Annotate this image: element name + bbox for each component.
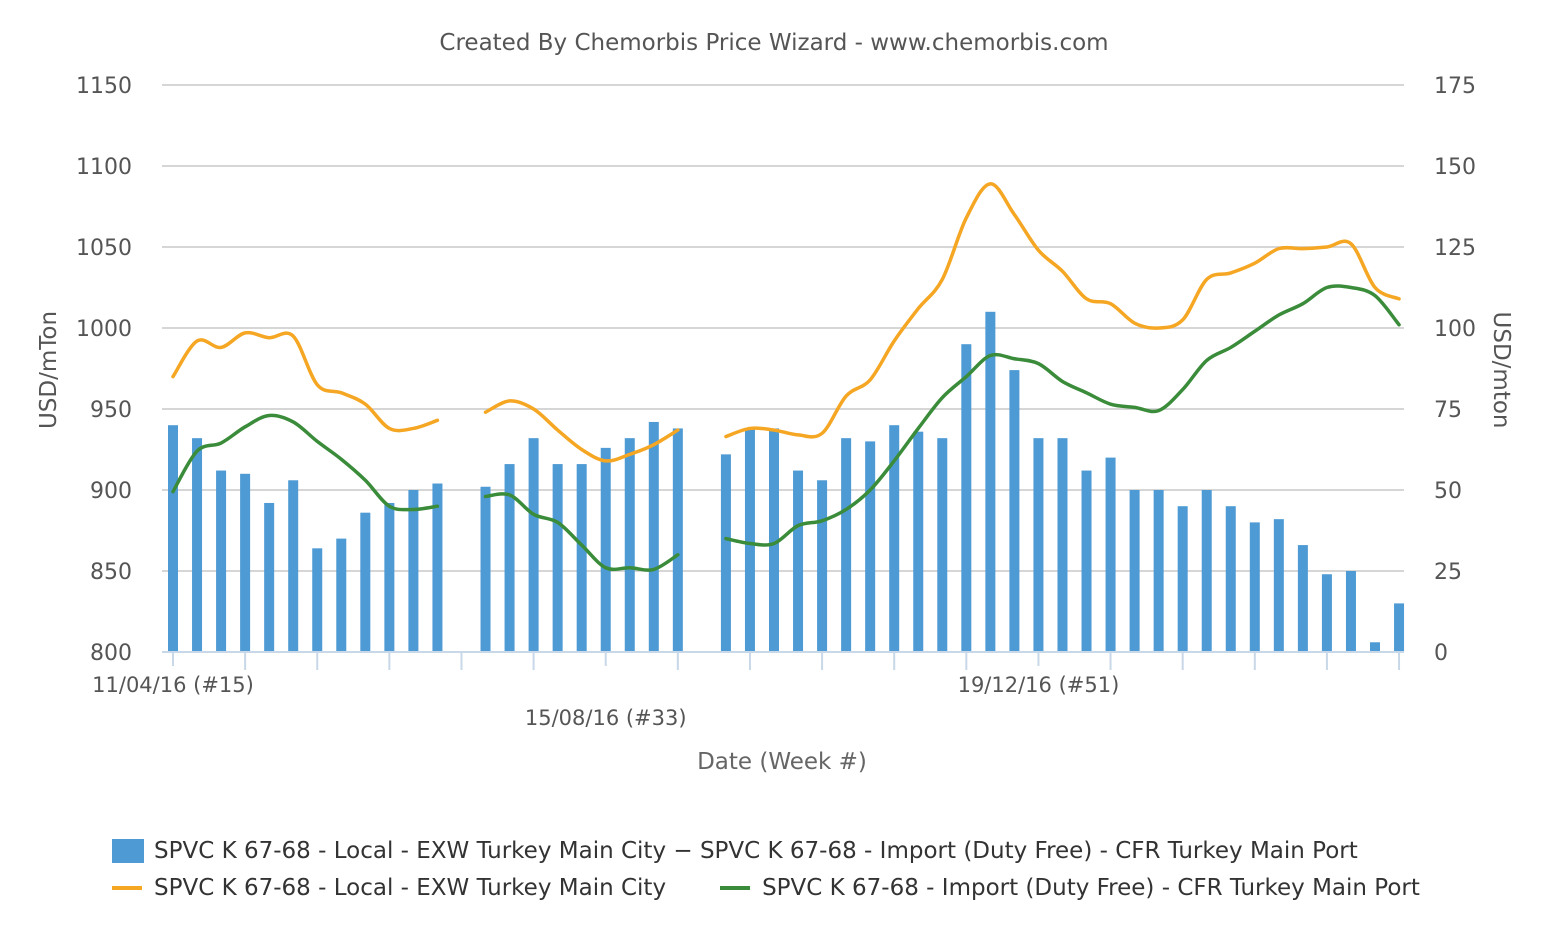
bar <box>336 538 347 652</box>
y-tick-left: 1150 <box>76 74 132 99</box>
bar <box>1129 490 1140 652</box>
line-import-cfr <box>724 284 1401 547</box>
bar <box>985 311 996 652</box>
y-axis-label-right: USD/mton <box>1488 312 1514 429</box>
bar <box>288 480 299 652</box>
chart-title: Created By Chemorbis Price Wizard - www.… <box>439 30 1108 56</box>
y-tick-left: 800 <box>90 641 132 666</box>
legend-item-import[interactable]: SPVC K 67-68 - Import (Duty Free) - CFR … <box>720 875 1420 901</box>
legend-item-local[interactable]: SPVC K 67-68 - Local - EXW Turkey Main C… <box>112 875 666 901</box>
bar <box>1297 545 1308 652</box>
y-tick-right: 100 <box>1434 317 1476 342</box>
bar <box>624 438 635 652</box>
x-tick-label: 11/04/16 (#15) <box>92 673 254 697</box>
bar <box>1081 470 1092 652</box>
bar <box>793 470 804 652</box>
legend: SPVC K 67-68 - Local - EXW Turkey Main C… <box>112 832 1532 906</box>
line-import-cfr <box>171 413 440 512</box>
bar <box>264 502 275 652</box>
bar <box>1225 506 1236 652</box>
bar <box>841 438 852 652</box>
y-tick-left: 850 <box>90 560 132 585</box>
bar <box>480 486 491 652</box>
x-tick-label: 15/08/16 (#33) <box>525 706 687 730</box>
line-local-exw <box>483 399 680 463</box>
bar <box>1249 522 1260 652</box>
bar <box>1273 519 1284 652</box>
y-tick-right: 50 <box>1434 479 1462 504</box>
x-axis-label: Date (Week #) <box>697 749 867 775</box>
bar <box>913 431 924 652</box>
line-local-exw <box>171 330 440 433</box>
bar <box>769 428 779 652</box>
bar <box>1201 490 1212 652</box>
y-tick-left: 1100 <box>76 155 132 180</box>
bar <box>1153 490 1164 652</box>
y-tick-right: 150 <box>1434 155 1476 180</box>
bar <box>600 447 611 652</box>
y-axis-label-left: USD/mTon <box>36 311 62 429</box>
line-import-cfr <box>483 492 680 572</box>
y-tick-right: 0 <box>1434 641 1448 666</box>
bar <box>432 483 443 652</box>
line-local-exw <box>724 182 1401 439</box>
bar <box>552 464 563 652</box>
bar <box>1009 370 1020 652</box>
bar <box>1345 571 1356 652</box>
bar <box>312 548 323 652</box>
legend-item-difference[interactable]: SPVC K 67-68 - Local - EXW Turkey Main C… <box>112 838 1358 864</box>
y-tick-right: 125 <box>1434 236 1476 261</box>
legend-swatch-local <box>112 885 142 890</box>
bar <box>865 441 876 652</box>
y-tick-right: 75 <box>1434 398 1462 423</box>
bar <box>384 502 395 652</box>
left-axis-ticks: 800 850 900 950 1000 1050 1100 1150 <box>76 74 132 666</box>
bar <box>817 480 828 652</box>
x-tick-label: 19/12/16 (#51) <box>958 673 1120 697</box>
x-axis: 11/04/16 (#15) 15/08/16 (#33) 19/12/16 (#5… <box>92 651 1404 730</box>
bar <box>360 512 371 652</box>
right-axis-ticks: 0 25 50 75 100 125 150 175 <box>1434 74 1476 666</box>
bar <box>937 438 948 652</box>
bar <box>672 428 683 652</box>
bar <box>1321 574 1332 652</box>
bar <box>1033 438 1044 652</box>
legend-swatch-difference <box>112 838 144 863</box>
bar <box>192 438 203 652</box>
bar-series <box>168 311 1405 652</box>
bar <box>504 464 515 652</box>
legend-label-import: SPVC K 67-68 - Import (Duty Free) - CFR … <box>762 874 1420 901</box>
bar <box>1057 438 1068 652</box>
bar <box>576 464 587 652</box>
y-tick-left: 950 <box>90 398 132 423</box>
bar <box>408 490 419 652</box>
bar <box>240 473 251 652</box>
legend-label-difference: SPVC K 67-68 - Local - EXW Turkey Main C… <box>154 837 1358 864</box>
grid-lines <box>162 84 1404 653</box>
bar <box>961 344 972 652</box>
bar <box>744 428 755 652</box>
y-tick-right: 175 <box>1434 74 1476 99</box>
bar <box>1177 506 1188 652</box>
bar <box>648 421 659 652</box>
bar <box>1370 642 1380 652</box>
bar <box>720 454 731 652</box>
legend-swatch-import <box>720 885 751 890</box>
y-tick-right: 25 <box>1434 560 1462 585</box>
y-tick-left: 1000 <box>76 317 132 342</box>
bar <box>168 425 178 652</box>
bar <box>889 425 900 652</box>
y-tick-left: 900 <box>90 479 132 504</box>
line-series <box>171 182 1401 572</box>
bar <box>528 438 539 652</box>
y-tick-left: 1050 <box>76 236 132 261</box>
legend-label-local: SPVC K 67-68 - Local - EXW Turkey Main C… <box>154 874 667 901</box>
bar <box>1105 457 1116 652</box>
bar <box>1394 603 1405 652</box>
bar <box>216 470 227 652</box>
